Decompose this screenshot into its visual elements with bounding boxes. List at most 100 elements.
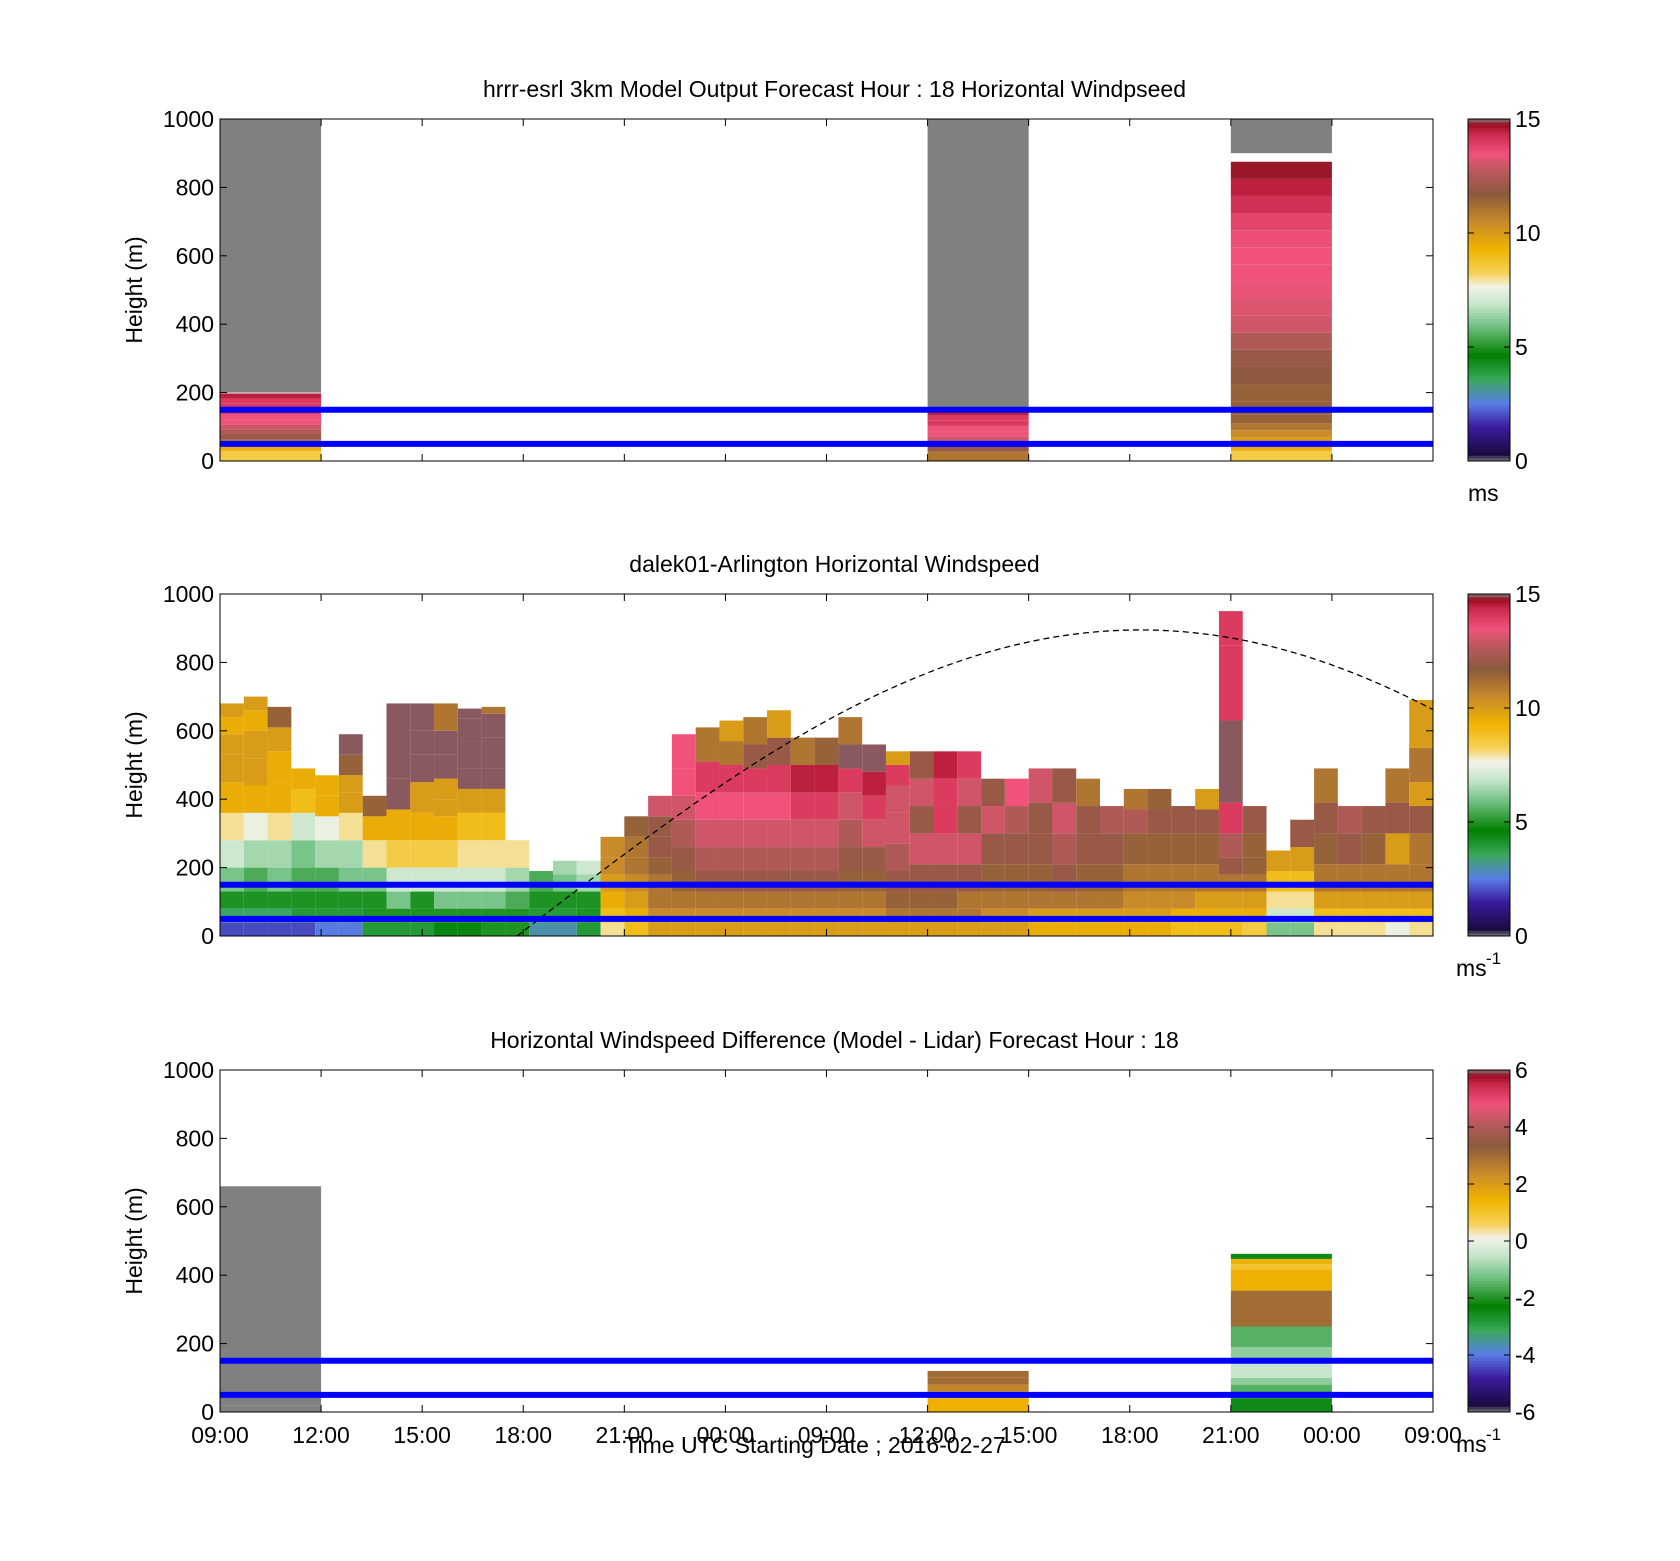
y-axis-label: Height (m) [121, 236, 147, 343]
data-cell [1385, 802, 1410, 834]
colorbar-segment [1468, 235, 1510, 240]
data-cell [291, 812, 316, 841]
data-cell [1230, 1384, 1332, 1392]
colorbar-segment [1468, 653, 1510, 658]
data-cell [410, 891, 435, 909]
data-cell [481, 713, 506, 738]
colorbar-segment [1468, 1343, 1510, 1347]
colorbar-segment [1468, 636, 1510, 641]
colorbar-segment [1468, 446, 1510, 451]
data-cell [315, 922, 339, 936]
data-cell [481, 867, 506, 892]
colorbar-segment [1468, 261, 1510, 265]
colorbar-segment [1468, 349, 1510, 354]
data-cell [1195, 891, 1219, 909]
colorbar-segment [1468, 679, 1510, 683]
colorbar-segment [1468, 1095, 1510, 1099]
data-cell [1230, 384, 1332, 402]
data-cell [885, 843, 910, 872]
data-cell [885, 922, 910, 936]
data-cell [220, 891, 244, 909]
colorbar-segment [1468, 272, 1510, 277]
data-cell [338, 840, 363, 868]
data-cell [1123, 788, 1148, 810]
data-cell [362, 816, 387, 841]
y-tick-label: 1000 [163, 1057, 214, 1083]
data-cell [220, 450, 322, 461]
data-cell [927, 415, 1029, 421]
colorbar-segment [1468, 372, 1510, 376]
colorbar-segment [1468, 1340, 1510, 1345]
colorbar-segment [1468, 1272, 1510, 1276]
colorbar-segment [1468, 830, 1510, 834]
colorbar-segment [1468, 298, 1510, 302]
colorbar-segment [1468, 198, 1510, 203]
colorbar-segment [1468, 1377, 1510, 1382]
data-cell [434, 840, 458, 868]
colorbar-segment [1468, 708, 1510, 712]
colorbar-segment [1468, 1317, 1510, 1322]
colorbar-segment [1468, 318, 1510, 322]
colorbar-unit-label: ms [1468, 480, 1499, 506]
colorbar-tick-label: 2 [1515, 1171, 1528, 1197]
colorbar-segment [1468, 713, 1510, 718]
data-cell [243, 758, 268, 786]
data-cell [220, 429, 322, 435]
colorbar-segment [1468, 898, 1510, 903]
y-tick-label: 600 [176, 718, 214, 744]
colorbar-segment [1468, 870, 1510, 874]
data-cell [671, 891, 696, 909]
colorbar-segment [1468, 218, 1510, 223]
data-cell [243, 785, 268, 813]
colorbar-segment [1468, 1355, 1510, 1359]
colorbar-segment [1468, 321, 1510, 325]
data-cell [338, 734, 363, 755]
data-cell [1230, 437, 1332, 444]
colorbar-segment [1468, 1403, 1510, 1407]
colorbar-segment [1468, 378, 1510, 382]
data-cell [838, 768, 863, 793]
data-cell [624, 836, 649, 858]
colorbar-segment [1468, 1203, 1510, 1208]
y-tick-label: 0 [201, 448, 214, 474]
colorbar-segment [1468, 921, 1510, 926]
colorbar-segment [1468, 696, 1510, 700]
x-tick-label: 00:00 [697, 1422, 755, 1448]
colorbar-segment [1468, 1400, 1510, 1404]
colorbar-segment [1468, 406, 1510, 411]
data-cell [814, 847, 839, 872]
colorbar-segment [1468, 693, 1510, 698]
colorbar-segment [1468, 1386, 1510, 1390]
data-cell [1290, 891, 1315, 909]
colorbar-segment [1468, 756, 1510, 760]
colorbar-segment [1468, 690, 1510, 695]
colorbar-segment [1468, 278, 1510, 282]
colorbar-segment [1468, 602, 1510, 606]
colorbar-segment [1468, 264, 1510, 268]
colorbar-segment [1468, 258, 1510, 262]
data-cell [1230, 1253, 1332, 1259]
data-cell [1052, 922, 1077, 936]
x-tick-label: 00:00 [1303, 1422, 1361, 1448]
data-cell [362, 840, 387, 868]
colorbar-segment [1468, 1226, 1510, 1231]
data-cell [981, 778, 1005, 807]
data-cell [600, 922, 625, 936]
colorbar-segment [1468, 432, 1510, 436]
colorbar-segment [1468, 255, 1510, 260]
colorbar-segment [1468, 668, 1510, 672]
colorbar-segment [1468, 1397, 1510, 1402]
colorbar-segment [1468, 1127, 1510, 1131]
data-cell [719, 720, 744, 742]
data-cell [909, 778, 934, 807]
colorbar-segment [1468, 1392, 1510, 1396]
missing-data-cell [220, 119, 322, 393]
data-cell [927, 1398, 1029, 1412]
data-cell [220, 867, 244, 892]
data-cell [481, 812, 506, 841]
data-cell [814, 871, 839, 892]
y-tick-label: 600 [176, 1194, 214, 1220]
colorbar-segment [1468, 628, 1510, 632]
colorbar-segment [1468, 793, 1510, 797]
data-cell [1230, 161, 1332, 179]
